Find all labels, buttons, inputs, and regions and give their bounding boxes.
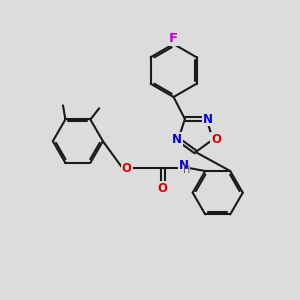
Text: N: N: [172, 133, 182, 146]
Text: O: O: [122, 162, 132, 175]
Text: N: N: [203, 112, 213, 125]
Text: F: F: [169, 32, 178, 45]
Text: O: O: [211, 133, 221, 146]
Text: O: O: [158, 182, 168, 195]
Text: N: N: [179, 159, 189, 172]
Text: H: H: [183, 165, 190, 176]
